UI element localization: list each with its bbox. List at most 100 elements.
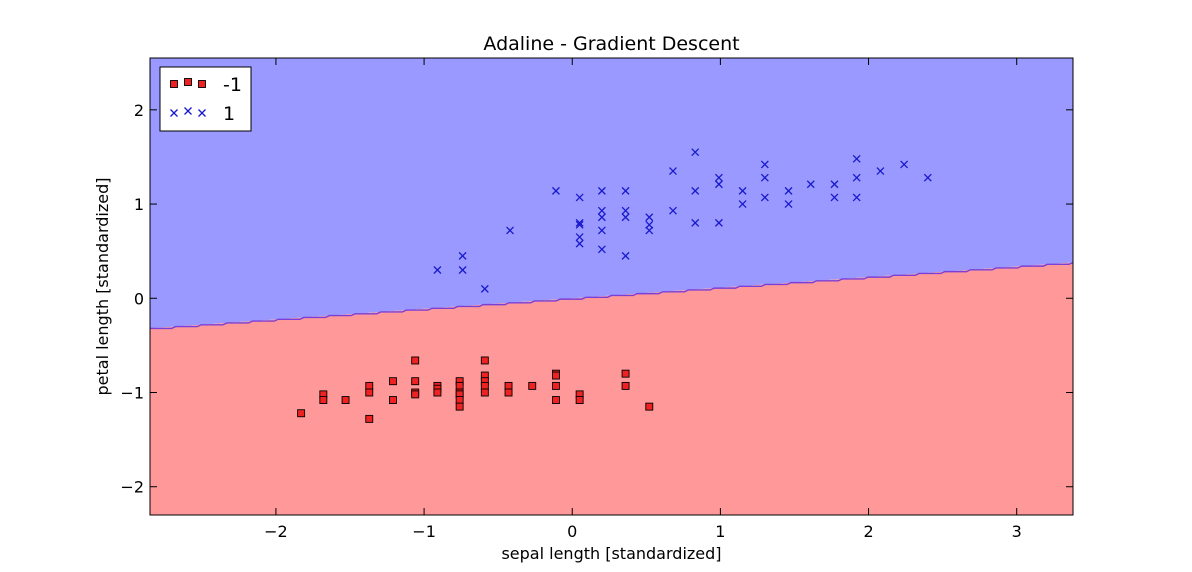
data-point-class-1 (852, 154, 861, 163)
marker-stroke (575, 239, 584, 248)
x-tick-label: 0 (567, 522, 577, 541)
data-point-class-1 (691, 186, 700, 195)
marker-stroke (597, 186, 606, 195)
marker-stroke (597, 213, 606, 222)
marker-stroke (506, 226, 514, 235)
marker-stroke (876, 167, 885, 176)
marker-stroke (691, 218, 700, 227)
data-point-class-1 (621, 213, 630, 222)
marker-stroke (806, 180, 815, 189)
data-point-class-1 (876, 167, 885, 176)
x-axis-title: sepal length [standardized] (501, 544, 721, 563)
legend-item: 1 (170, 103, 235, 125)
data-point-class-1 (506, 226, 514, 235)
data-point-class-1 (645, 220, 654, 229)
legend-marker-x (198, 109, 206, 117)
data-point-class-neg1 (551, 381, 560, 390)
data-point-class-neg1 (297, 409, 306, 418)
data-point-class-1 (575, 239, 584, 248)
data-points (297, 148, 932, 423)
marker-stroke (621, 213, 630, 222)
marker-stroke (691, 186, 700, 195)
data-point-class-neg1 (365, 414, 374, 423)
marker-stroke (830, 193, 839, 202)
data-point-class-1 (645, 213, 654, 222)
data-point-class-1 (597, 213, 606, 222)
data-point-class-1 (784, 200, 793, 209)
data-point-class-1 (458, 251, 467, 260)
region-class-neg1 (150, 262, 1073, 515)
data-point-class-1 (645, 226, 654, 235)
marker-stroke (433, 266, 442, 274)
data-point-class-1 (784, 186, 793, 195)
data-point-class-neg1 (341, 396, 350, 404)
data-point-class-neg1 (645, 402, 654, 411)
data-point-class-1 (621, 186, 630, 195)
marker-stroke (597, 245, 606, 254)
marker-stroke (784, 186, 793, 195)
legend-marker-square (198, 80, 206, 88)
data-point-class-neg1 (455, 381, 464, 390)
marker-stroke (738, 186, 747, 195)
legend-marker-square (170, 80, 178, 88)
legend-label: -1 (223, 74, 242, 96)
marker-stroke (621, 186, 630, 195)
marker-stroke (645, 220, 654, 229)
x-tick-label: 2 (863, 522, 873, 541)
marker-stroke (597, 206, 606, 215)
marker-stroke (714, 180, 723, 189)
marker-stroke (760, 173, 769, 182)
region-class-1 (150, 58, 1073, 329)
data-point-class-1 (900, 160, 909, 169)
data-point-class-neg1 (411, 377, 420, 386)
data-point-class-1 (852, 173, 861, 182)
marker-stroke (458, 251, 467, 260)
data-point-class-1 (806, 180, 815, 189)
marker-stroke (575, 220, 584, 229)
data-point-class-neg1 (411, 356, 420, 365)
marker-stroke (551, 186, 560, 195)
legend-marker-x (184, 107, 192, 115)
marker-stroke (852, 173, 861, 182)
marker-stroke (575, 193, 584, 202)
decision-regions (150, 58, 1073, 515)
data-point-class-1 (597, 245, 606, 254)
data-point-class-neg1 (551, 371, 560, 380)
data-point-class-1 (433, 266, 442, 274)
marker-stroke (621, 251, 630, 260)
data-point-class-1 (597, 186, 606, 195)
data-point-class-1 (830, 193, 839, 202)
marker-stroke (645, 213, 654, 222)
legend-label: 1 (223, 103, 235, 125)
legend-box (159, 66, 252, 132)
data-point-class-neg1 (528, 381, 537, 390)
data-point-class-neg1 (551, 396, 560, 404)
data-point-class-neg1 (480, 356, 489, 365)
marker-stroke (669, 167, 677, 176)
data-point-class-neg1 (575, 396, 584, 404)
legend-item: -1 (170, 74, 242, 96)
marker-stroke (645, 226, 654, 235)
data-point-class-neg1 (504, 388, 513, 397)
data-point-class-neg1 (389, 396, 397, 404)
data-point-class-neg1 (480, 381, 489, 390)
marker-stroke (852, 154, 861, 163)
marker-stroke (830, 180, 839, 189)
marker-stroke (691, 148, 700, 157)
data-point-class-neg1 (621, 369, 630, 378)
data-point-class-neg1 (319, 396, 328, 404)
marker-stroke (597, 226, 606, 235)
data-point-class-1 (738, 186, 747, 195)
marker-stroke (784, 200, 793, 209)
x-tick-label: −2 (264, 522, 288, 541)
marker-stroke (900, 160, 909, 169)
decision-boundary (150, 261, 1074, 330)
marker-stroke (760, 160, 769, 169)
marker-stroke (714, 173, 723, 182)
decision-boundary-line (150, 261, 1074, 330)
marker-stroke (738, 200, 747, 209)
data-point-class-1 (760, 193, 769, 202)
legend: -11 (159, 66, 252, 132)
data-point-class-neg1 (621, 381, 630, 390)
